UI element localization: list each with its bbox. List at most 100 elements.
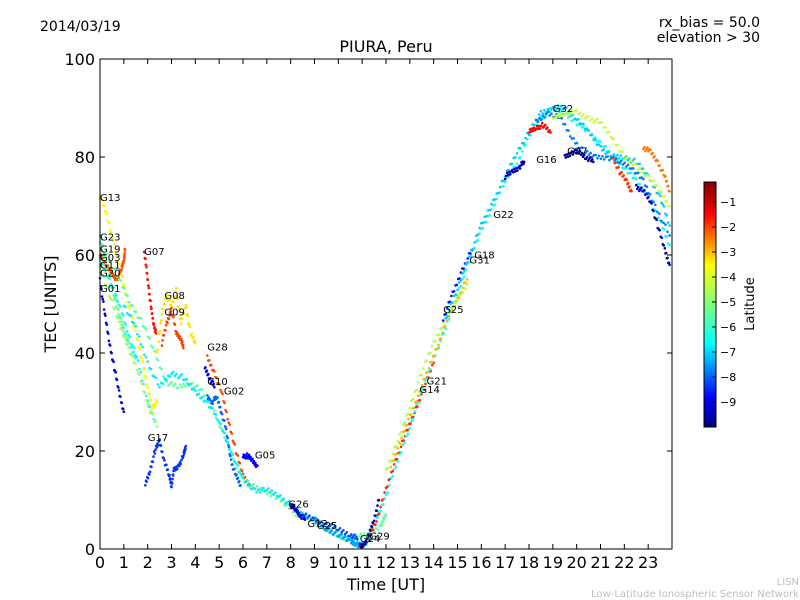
tec-point	[571, 153, 575, 156]
tec-point	[101, 263, 104, 266]
tec-point	[668, 263, 671, 267]
tec-point	[664, 251, 668, 255]
tec-point	[314, 517, 318, 520]
x-tick-label: 5	[214, 553, 224, 572]
tec-point	[233, 460, 236, 464]
tec-point	[572, 150, 576, 154]
series-layer	[98, 104, 671, 549]
tec-point	[250, 484, 254, 488]
tec-point	[640, 186, 643, 189]
tec-point	[638, 182, 641, 186]
tec-point	[218, 405, 222, 409]
tec-point	[422, 386, 425, 390]
tec-point	[657, 189, 660, 192]
tec-point	[215, 376, 218, 379]
tec-point	[128, 306, 131, 309]
tec-point	[272, 492, 275, 496]
tec-point	[578, 149, 582, 153]
tec-point	[354, 544, 357, 548]
tec-point	[664, 175, 667, 178]
tec-point	[408, 427, 412, 430]
tec-point	[602, 158, 606, 161]
tec-point	[145, 383, 149, 386]
tec-point	[657, 192, 660, 195]
tec-point	[145, 394, 148, 398]
tec-point	[127, 333, 130, 337]
tec-point	[238, 480, 241, 483]
tec-point	[544, 123, 547, 127]
tec-point	[333, 531, 337, 535]
tec-point	[568, 111, 572, 115]
tec-point	[621, 150, 624, 154]
tec-point	[462, 267, 465, 271]
tec-point	[134, 310, 138, 314]
tec-point	[451, 306, 454, 310]
tec-point	[391, 452, 395, 456]
satellite-label: G18	[474, 250, 494, 261]
tec-point	[150, 465, 153, 469]
tec-point	[400, 450, 403, 454]
x-tick-label: 10	[328, 553, 348, 572]
satellite-labels: G13G23G19G03G11G20G01G07G08G09G17G28G10G…	[100, 104, 588, 545]
tec-point	[540, 118, 543, 121]
tec-point	[121, 275, 124, 279]
tec-point	[141, 360, 145, 363]
tec-point	[582, 125, 585, 128]
tec-point	[392, 463, 396, 466]
tec-point	[630, 190, 633, 193]
tec-point	[515, 162, 519, 165]
x-tick-label: 7	[262, 553, 272, 572]
tec-point	[126, 294, 129, 298]
tec-point	[376, 528, 380, 531]
tec-point	[117, 389, 121, 392]
tec-point	[596, 156, 599, 160]
tec-point	[145, 480, 148, 484]
tec-point	[343, 535, 347, 538]
tec-point	[104, 210, 108, 214]
tec-point	[580, 151, 584, 155]
tec-point	[616, 153, 619, 157]
tec-point	[192, 335, 195, 339]
tec-point	[411, 417, 415, 421]
tec-point	[498, 185, 502, 189]
tec-point	[655, 218, 658, 221]
tec-point	[405, 434, 408, 438]
tec-point	[633, 176, 636, 179]
tec-point	[131, 304, 134, 307]
tec-point	[105, 323, 109, 326]
tec-point	[463, 270, 466, 273]
tec-point	[108, 344, 112, 347]
tec-point	[597, 154, 601, 158]
tec-point	[454, 293, 458, 297]
series-g22	[444, 104, 671, 320]
tec-point	[178, 310, 181, 313]
tec-point	[240, 469, 244, 473]
date-label: 2014/03/19	[40, 19, 121, 35]
tec-point	[406, 428, 410, 432]
tec-point	[505, 171, 509, 175]
tec-point	[473, 241, 476, 244]
tec-point	[139, 343, 143, 346]
tec-point	[220, 412, 224, 416]
tec-point	[665, 235, 669, 239]
tec-point	[391, 474, 395, 478]
tec-point	[520, 150, 524, 153]
tec-point	[568, 135, 572, 138]
y-tick-label: 40	[75, 344, 95, 363]
tec-point	[447, 311, 451, 315]
series-g28	[206, 354, 252, 487]
tec-point	[415, 400, 418, 403]
tec-point	[575, 141, 579, 145]
tec-point	[153, 405, 157, 408]
chart-title: PIURA, Peru	[339, 37, 432, 56]
tec-point	[560, 112, 563, 115]
tec-point	[109, 230, 113, 234]
tec-point	[572, 137, 575, 140]
tec-point	[558, 107, 561, 110]
tec-point	[548, 114, 552, 117]
tec-point	[267, 487, 270, 490]
tec-point	[234, 462, 238, 465]
tec-point	[251, 457, 254, 461]
tec-point	[119, 270, 123, 274]
tec-point	[502, 179, 505, 182]
